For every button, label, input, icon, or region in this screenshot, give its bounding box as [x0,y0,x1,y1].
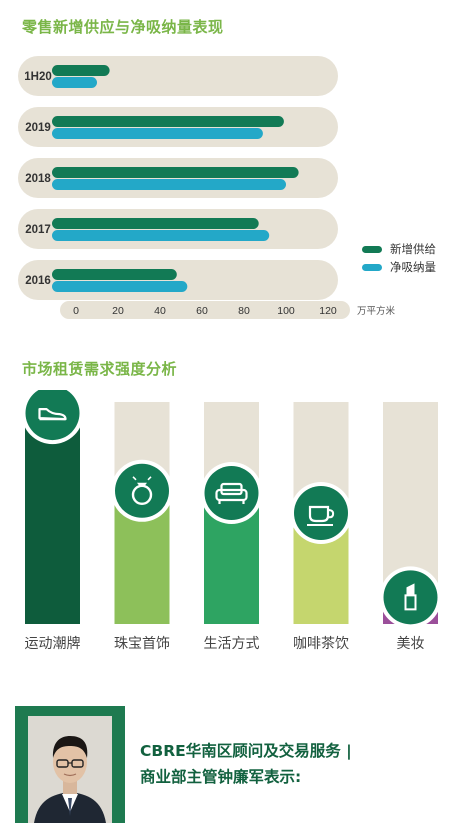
leasing-demand-chart: 运动潮牌 珠宝首饰 生活方式 咖啡茶饮 美妆 [21,390,442,652]
legend-swatch [362,264,382,271]
quote-line-2: 商业部主管钟廉军表示: [140,768,302,786]
bar-supply [52,269,177,280]
x-tick-label: 120 [319,305,337,317]
sparkle [132,476,137,481]
cup-body [308,505,330,523]
category-label: 咖啡茶饮 [293,636,349,652]
bar-absorption [52,179,286,190]
legend-label: 净吸纳量 [390,260,436,274]
supply-absorption-chart: 1H20 2019 2018 2017 2016 0 20 40 60 80 100 120 万平方米 新… [18,56,436,319]
chart2-title: 市场租赁需求强度分析 [22,360,178,378]
quote-text: CBRE华南区顾问及交易服务 | 商业部主管钟廉军表示: [140,738,450,790]
x-tick-label: 60 [196,305,208,317]
quote-line-1: CBRE华南区顾问及交易服务 | [140,742,352,760]
person-portrait-icon [28,716,112,823]
sneaker-shape [38,408,67,421]
x-tick-label: 0 [73,305,79,317]
category-label: 2019 [25,122,51,134]
category-label: 运动潮牌 [25,635,81,652]
bar-absorption [52,128,263,139]
icon-badge [115,463,169,518]
sofa-seat [215,488,248,502]
bar-supply [52,167,299,178]
coffee-cup-icon [290,482,352,544]
lipstick-icon [379,566,442,629]
ring-gem [137,482,147,487]
bar-absorption [52,281,188,292]
category-label: 生活方式 [204,636,260,652]
x-tick-label: 40 [154,305,166,317]
category-label: 2017 [25,224,51,236]
lipstick-tip [406,583,415,596]
speaker-photo [28,716,112,823]
cup-handle [327,509,335,519]
bar-supply [52,116,284,127]
legend-label: 新增供给 [390,242,436,256]
bar-absorption [52,230,270,241]
demand-bar [25,413,80,624]
category-label: 2016 [25,275,51,287]
unit-label: 万平方米 [357,305,396,317]
bar-supply [52,65,110,76]
sparkle [147,476,152,481]
x-tick-label: 100 [277,305,295,317]
category-label: 美妆 [397,636,425,652]
icon-badge [25,390,80,441]
category-label: 1H20 [24,71,52,83]
legend-swatch [362,246,382,253]
x-tick-label: 80 [238,305,250,317]
axis-track [60,301,350,319]
x-tick-label: 20 [112,305,124,317]
category-label: 2018 [25,173,51,185]
ring-icon [111,459,173,522]
bar-absorption [52,77,97,88]
icon-badge [294,486,348,540]
icon-badge [383,570,438,625]
sofa-icon [200,462,263,525]
category-label: 珠宝首饰 [114,636,170,652]
chart1-title: 零售新增供应与净吸纳量表现 [22,18,224,36]
sneaker-icon [21,390,84,445]
bar-supply [52,218,259,229]
